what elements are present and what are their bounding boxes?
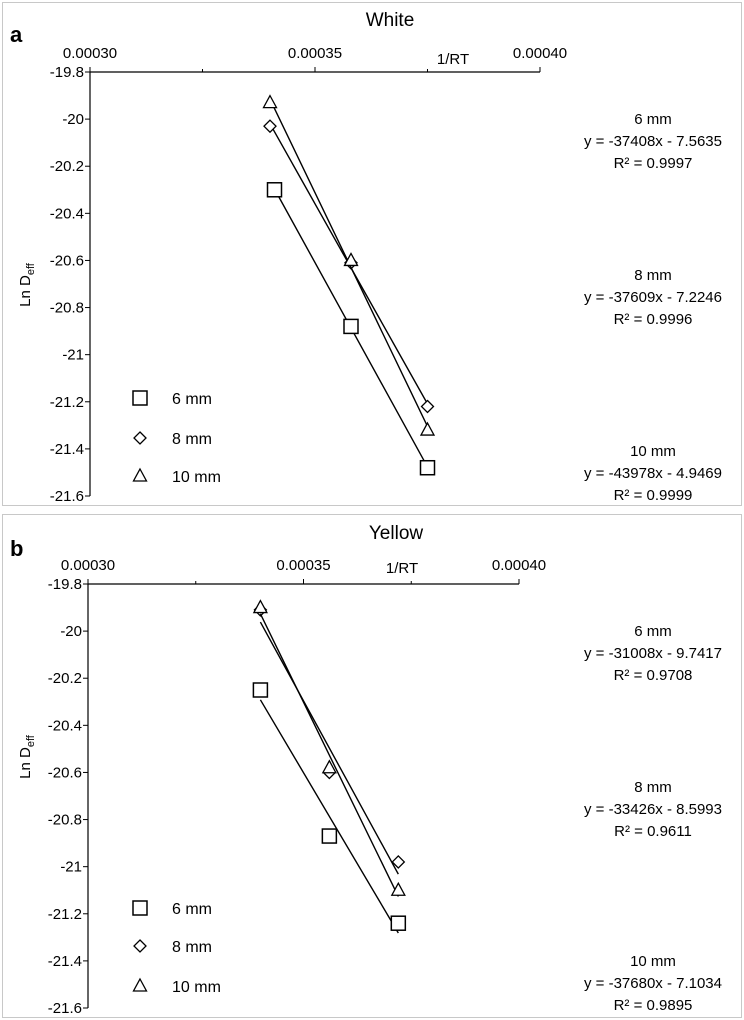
legend-marker-6-mm: [132, 390, 148, 406]
x-tick-label: 0.00040: [513, 45, 567, 62]
chart-panel-a: a White 0.00030 0.00035 0.00040 1/RT -19.8 -20 -…: [10, 10, 722, 505]
y-tick-label: -21.4: [50, 441, 84, 458]
y-tick-label: -20: [62, 111, 84, 128]
y-tick-label: -20.8: [50, 300, 84, 317]
trendline-equation: y = -33426x - 8.5993: [584, 801, 722, 818]
panel-label: a: [10, 22, 23, 47]
chart-title: Yellow: [369, 523, 424, 544]
legend-label: 10 mm: [172, 469, 221, 486]
data-point-8-mm: [391, 855, 406, 869]
y-tick-label: -21.6: [48, 1000, 82, 1017]
data-point-10-mm: [390, 881, 406, 896]
trendline-equation: y = -43978x - 4.9469: [584, 465, 722, 482]
y-tick-label: -20.6: [50, 252, 84, 269]
y-tick-label: -21.6: [50, 488, 84, 505]
trendline-8-mm: [259, 621, 399, 875]
data-point-6-mm: [266, 182, 283, 198]
data-point-10-mm: [419, 421, 436, 436]
y-axis-title-subscript: eff: [25, 262, 37, 275]
equation-series-name: 6 mm: [634, 111, 672, 128]
data-point-6-mm: [321, 828, 338, 844]
legend-label: 10 mm: [172, 979, 221, 996]
legend-marker-10-mm: [132, 977, 148, 992]
trendline-r-squared: R² = 0.9996: [614, 311, 693, 328]
data-point-6-mm: [390, 915, 407, 931]
y-tick-label: -20: [60, 623, 82, 640]
legend-marker-10-mm: [132, 467, 148, 482]
y-tick-label: -21: [60, 859, 82, 876]
trendline-6-mm: [259, 699, 399, 934]
panel-b-frame: [2, 514, 742, 1018]
legend-label: 8 mm: [172, 939, 212, 956]
data-point-10-mm: [262, 94, 278, 109]
data-point-10-mm: [252, 599, 268, 614]
panel-label: b: [10, 536, 23, 561]
y-axis-title-main: Ln D: [17, 275, 34, 307]
x-tick-label: 0.00030: [63, 45, 117, 62]
data-point-10-mm: [343, 252, 359, 267]
trendline-r-squared: R² = 0.9708: [614, 667, 693, 684]
legend-label: 8 mm: [172, 431, 212, 448]
trendline-r-squared: R² = 0.9997: [614, 155, 693, 172]
panel-a-frame: [2, 2, 742, 506]
trendline-equation: y = -37680x - 7.1034: [584, 975, 722, 992]
legend-marker-8-mm: [133, 939, 147, 953]
y-tick-label: -20.6: [48, 764, 82, 781]
equation-series-name: 6 mm: [634, 623, 672, 640]
data-point-8-mm: [420, 399, 435, 414]
data-point-6-mm: [419, 459, 436, 476]
x-tick-label: 0.00030: [61, 557, 115, 574]
y-tick-label: -20.4: [48, 717, 82, 734]
y-tick-label: -20.8: [48, 812, 82, 829]
trendline-r-squared: R² = 0.9611: [614, 823, 692, 840]
chart-title: White: [366, 10, 415, 31]
y-tick-label: -20.2: [50, 158, 84, 175]
y-tick-label: -21.2: [50, 394, 84, 411]
equation-series-name: 10 mm: [630, 443, 676, 460]
y-axis-title-subscript: eff: [25, 734, 37, 747]
chart-panel-b: b Yellow 0.00030 0.00035 0.00040 1/RT -19.8 -20…: [10, 523, 722, 1017]
x-tick-label: 0.00035: [276, 557, 330, 574]
x-axis-title: 1/RT: [386, 560, 418, 577]
equation-series-name: 10 mm: [630, 953, 676, 970]
trendline-equation: y = -37609x - 7.2246: [584, 289, 722, 306]
data-point-6-mm: [252, 682, 269, 698]
legend-label: 6 mm: [172, 901, 212, 918]
y-tick-label: -21: [62, 347, 84, 364]
equation-series-name: 8 mm: [634, 267, 672, 284]
data-point-8-mm: [263, 119, 277, 134]
x-tick-label: 0.00040: [492, 557, 546, 574]
x-axis-title: 1/RT: [437, 51, 469, 68]
y-tick-label: -20.4: [50, 205, 84, 222]
legend-marker-6-mm: [132, 900, 148, 916]
trendline-r-squared: R² = 0.9999: [614, 487, 693, 504]
data-point-6-mm: [343, 318, 359, 335]
y-axis-title-main: Ln D: [17, 747, 34, 779]
y-axis-title: Ln Deff: [17, 262, 37, 307]
legend-label: 6 mm: [172, 391, 212, 408]
y-tick-label: -20.2: [48, 670, 82, 687]
data-point-10-mm: [321, 759, 337, 774]
y-tick-label: -19.8: [48, 576, 82, 593]
y-tick-label: -19.8: [50, 64, 84, 81]
trendline-10-mm: [259, 613, 399, 897]
trendline-equation: y = -37408x - 7.5635: [584, 133, 722, 150]
trendline-r-squared: R² = 0.9895: [614, 997, 693, 1014]
x-tick-label: 0.00035: [288, 45, 342, 62]
y-axis-title: Ln Deff: [17, 734, 37, 779]
trendline-equation: y = -31008x - 9.7417: [584, 645, 722, 662]
equation-series-name: 8 mm: [634, 779, 672, 796]
legend-marker-8-mm: [133, 431, 147, 445]
y-tick-label: -21.4: [48, 953, 82, 970]
y-tick-label: -21.2: [48, 906, 82, 923]
